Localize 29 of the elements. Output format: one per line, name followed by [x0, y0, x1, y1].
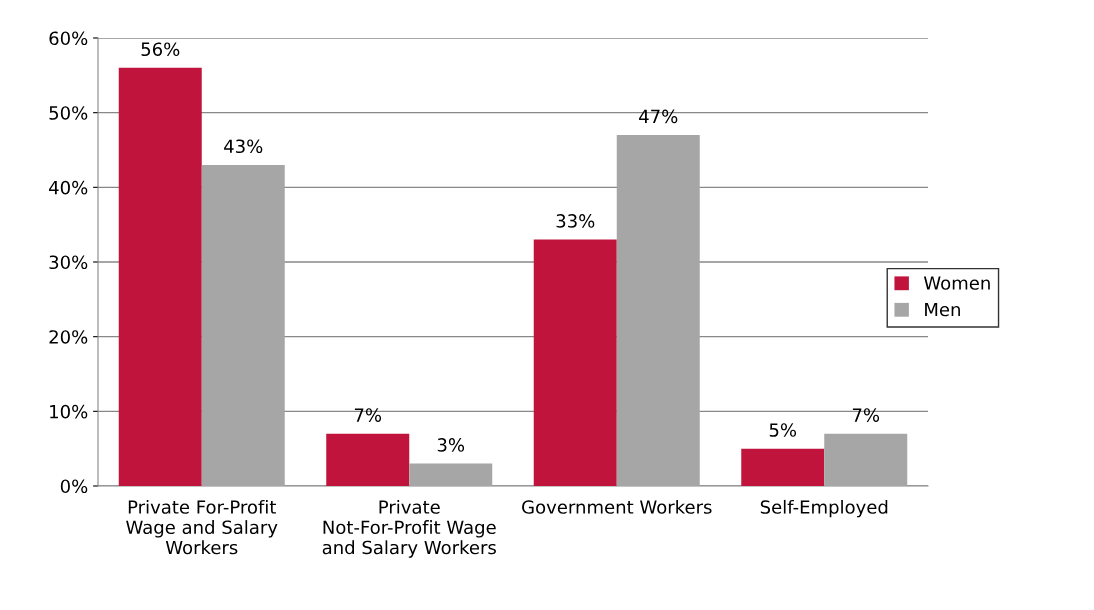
bar	[824, 433, 908, 486]
text: 5%	[769, 423, 797, 437]
x-tick-label: Private For-Profit Wage and Salary Workers	[126, 499, 278, 555]
bar	[533, 239, 617, 486]
bar	[326, 433, 410, 486]
legend-label: Women	[923, 276, 990, 290]
text: 47%	[639, 109, 678, 124]
legend-label: Men	[925, 302, 960, 317]
x-tick-label: Government Workers	[522, 499, 712, 514]
y-tick-label: 0%	[60, 479, 88, 494]
x-tick-label: Private Not-For-Profit Wage and Salary Workers	[322, 499, 496, 558]
text: 33%	[556, 214, 595, 228]
bar	[118, 67, 202, 486]
bar	[201, 164, 285, 486]
bar	[616, 135, 700, 486]
text: 7%	[354, 408, 382, 422]
y-tick-label: 60%	[49, 31, 88, 46]
text: 3%	[437, 438, 465, 452]
y-tick-label: 50%	[49, 106, 88, 120]
text: 43%	[224, 139, 263, 154]
bar	[409, 463, 493, 486]
text: 7%	[852, 408, 880, 422]
bar	[741, 448, 825, 486]
y-tick-label: 10%	[50, 404, 88, 419]
y-tick-label: 20%	[49, 330, 88, 344]
y-tick-label: 40%	[49, 180, 88, 195]
y-tick-label: 30%	[49, 255, 88, 270]
x-tick-label: Self-Employed	[760, 499, 888, 518]
text: 56%	[141, 42, 180, 57]
